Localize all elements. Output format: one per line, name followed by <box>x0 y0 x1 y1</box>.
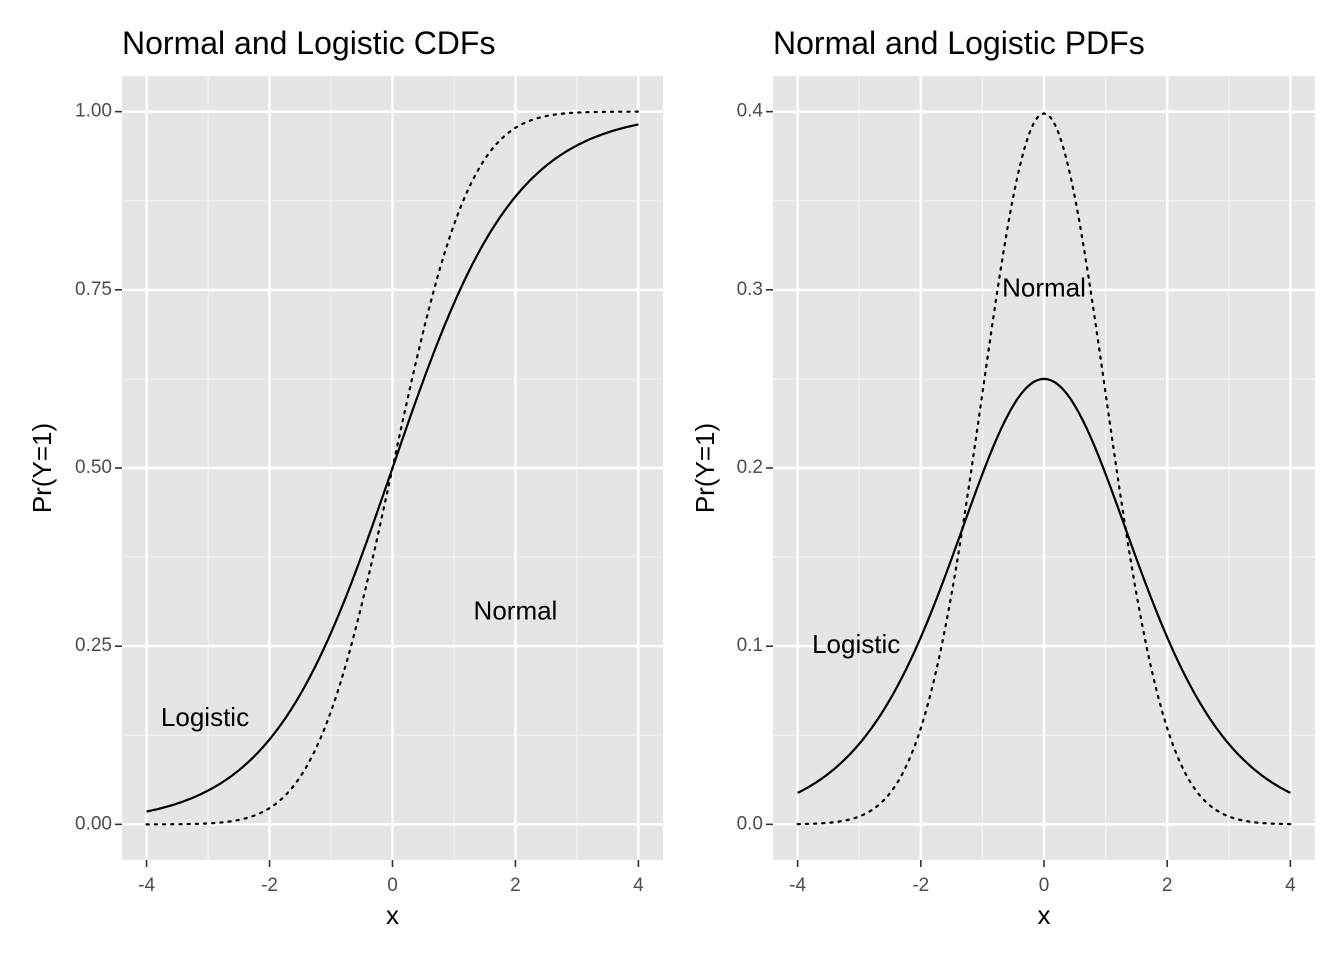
series-line-normal <box>145 110 640 826</box>
annotation-logistic: Logistic <box>812 629 900 659</box>
x-tick-label: 0 <box>387 875 398 896</box>
series-line-logistic <box>797 377 1291 794</box>
chart-title: Normal and Logistic PDFs <box>773 25 1145 61</box>
x-tick-label: 4 <box>1285 875 1296 896</box>
x-tick-label: -4 <box>789 875 806 896</box>
y-tick-label: 0.2 <box>737 457 763 478</box>
x-tick-label: 0 <box>1039 875 1050 896</box>
y-tick-label: 0.00 <box>75 813 112 834</box>
annotation-normal: Normal <box>1002 273 1086 303</box>
annotation-normal: Normal <box>474 596 558 626</box>
y-tick-label: 0.3 <box>737 279 763 300</box>
y-tick-label: 0.0 <box>737 813 763 834</box>
x-tick-label: -2 <box>261 875 278 896</box>
y-tick-label: 0.1 <box>737 635 763 656</box>
y-tick-label: 1.00 <box>75 101 112 122</box>
x-tick-label: -4 <box>138 875 155 896</box>
x-tick-label: 2 <box>1162 875 1173 896</box>
series-line-normal <box>796 112 1292 826</box>
y-tick-label: 0.4 <box>737 101 764 122</box>
annotation-logistic: Logistic <box>161 702 249 732</box>
x-axis-title: x <box>1038 900 1051 930</box>
x-tick-label: 2 <box>510 875 521 896</box>
y-tick-label: 0.50 <box>75 457 112 478</box>
x-tick-label: -2 <box>912 875 929 896</box>
panel-1: Logistic Normal -4 -2 0 2 4 0.00 0.25 0.50 0.75 1.0… <box>27 25 663 930</box>
panel-2: Logistic Normal -4 -2 0 2 4 0.0 0.1 0.2 0.3 0.4 Norm… <box>690 25 1315 930</box>
chart-title: Normal and Logistic CDFs <box>122 25 495 61</box>
x-tick-label: 4 <box>633 875 644 896</box>
y-axis-title: Pr(Y=1) <box>690 423 720 513</box>
y-tick-label: 0.75 <box>75 279 112 300</box>
y-tick-label: 0.25 <box>75 635 112 656</box>
x-axis-title: x <box>386 900 399 930</box>
y-axis-title: Pr(Y=1) <box>27 423 57 513</box>
